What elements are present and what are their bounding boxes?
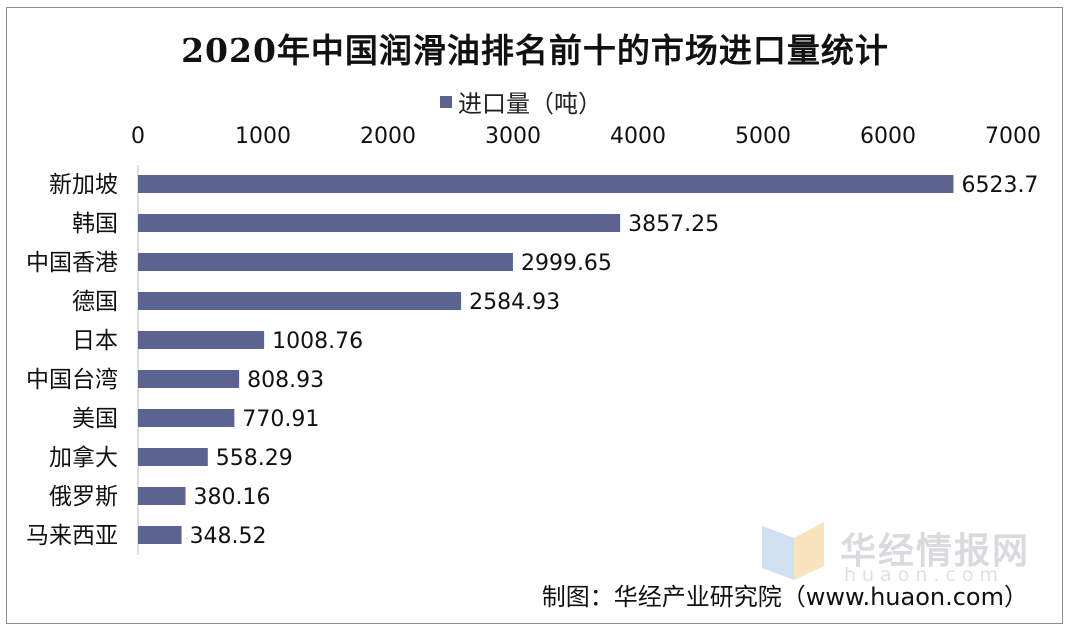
x-tick-label: 3000 <box>485 124 541 149</box>
legend-label: 进口量（吨） <box>458 90 602 118</box>
chart-frame <box>6 7 1063 624</box>
x-tick-label: 2000 <box>360 124 416 149</box>
bar <box>138 370 240 388</box>
bar <box>138 487 186 505</box>
category-label: 韩国 <box>72 211 118 237</box>
data-label: 558.29 <box>216 446 293 471</box>
x-tick-label: 1000 <box>235 124 291 149</box>
bar <box>138 409 235 427</box>
x-tick-label: 4000 <box>610 124 666 149</box>
category-label: 新加坡 <box>49 172 118 198</box>
data-label: 808.93 <box>247 368 324 393</box>
data-label: 380.16 <box>194 485 271 510</box>
watermark-domain: huaon.com <box>844 564 1005 586</box>
category-label: 日本 <box>72 328 118 354</box>
data-label: 6523.7 <box>961 173 1038 198</box>
x-tick-label: 5000 <box>735 124 791 149</box>
watermark: 华经情报网 huaon.com <box>762 518 1032 588</box>
category-label: 美国 <box>72 406 118 432</box>
category-label: 马来西亚 <box>26 523 118 549</box>
bar <box>138 526 182 544</box>
category-label: 中国香港 <box>26 250 118 276</box>
bar <box>138 292 462 310</box>
data-label: 348.52 <box>190 524 267 549</box>
watermark-name: 华经情报网 <box>840 531 1031 572</box>
data-label: 770.91 <box>242 407 319 432</box>
x-tick-label: 7000 <box>985 124 1041 149</box>
data-label: 3857.25 <box>628 212 719 237</box>
x-tick-label: 0 <box>131 124 145 149</box>
category-label: 加拿大 <box>49 444 118 471</box>
category-label: 中国台湾 <box>26 367 118 393</box>
data-label: 2999.65 <box>521 251 612 276</box>
source-note: 制图：华经产业研究院（www.huaon.com） <box>541 583 1028 611</box>
bar <box>138 214 621 232</box>
watermark-logo <box>762 522 824 580</box>
data-label: 2584.93 <box>469 290 560 315</box>
bar <box>138 253 513 271</box>
legend-swatch <box>440 95 452 108</box>
bar <box>138 331 265 349</box>
bar <box>138 175 954 193</box>
data-label: 1008.76 <box>272 329 363 354</box>
bar <box>138 448 208 466</box>
legend: 进口量（吨） <box>440 84 602 119</box>
category-label: 德国 <box>72 289 118 315</box>
category-label: 俄罗斯 <box>49 484 118 510</box>
chart-title: 2020年中国润滑油排名前十的市场进口量统计 <box>181 31 889 70</box>
x-tick-label: 6000 <box>860 124 916 149</box>
